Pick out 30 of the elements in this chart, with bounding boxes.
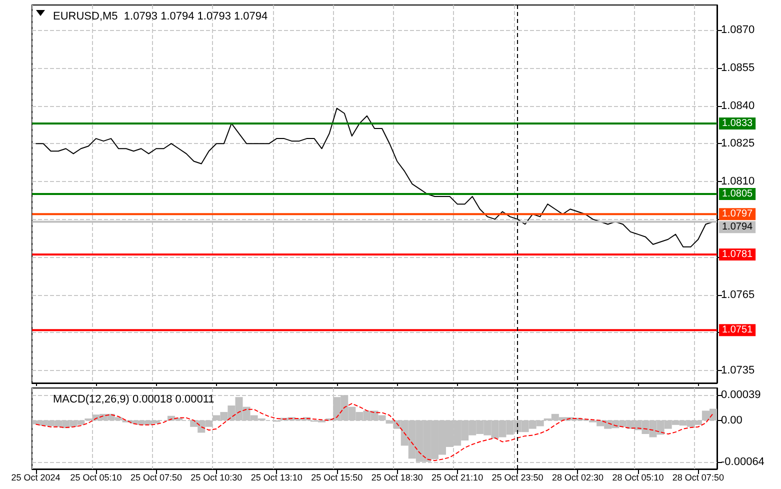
y-tick-label: 1.0840 [721, 100, 755, 112]
x-tick-label: 25 Oct 2024 [11, 472, 60, 482]
text: MACD(12,26,9) 0.00018 0.00011 [53, 394, 214, 406]
y-tick-label: -0.00064 [721, 456, 764, 468]
x-tick-label: 25 Oct 10:30 [190, 472, 242, 482]
ref-line-label: 1.0833 [722, 118, 754, 129]
x-tick-label: 28 Oct 05:10 [612, 472, 664, 482]
y-tick-label: 1.0765 [721, 288, 755, 301]
ref-line-label: 1.0805 [722, 188, 754, 200]
x-tick-label: 28 Oct 07:50 [672, 472, 724, 482]
x-tick-label: 25 Oct 21:10 [432, 472, 484, 482]
y-tick-label: 1.0870 [721, 24, 755, 36]
x-tick-label: 25 Oct 05:10 [70, 472, 122, 482]
ref-line-label: 1.0794 [722, 222, 754, 233]
x-tick-label: 25 Oct 13:10 [250, 472, 302, 482]
x-tick-label: 25 Oct 18:30 [371, 472, 423, 482]
y-tick-label: 0.00039 [721, 389, 761, 402]
y-tick-label: 0.00 [721, 414, 742, 426]
x-tick-label: 25 Oct 15:50 [311, 472, 363, 482]
text: EURUSD,M5 1.0793 1.0794 1.0793 1.0794 [53, 10, 268, 22]
ref-line-label: 1.0751 [722, 324, 754, 336]
x-tick-label: 28 Oct 02:30 [552, 472, 604, 482]
y-tick-label: 1.0825 [721, 138, 755, 150]
y-tick-label: 1.0810 [721, 175, 755, 188]
x-tick-label: 25 Oct 23:50 [492, 472, 544, 482]
ref-line-label: 1.0797 [722, 208, 754, 220]
ref-line-label: 1.0781 [722, 248, 754, 260]
y-tick-label: 1.0855 [721, 62, 755, 74]
x-tick-label: 25 Oct 07:50 [130, 472, 182, 482]
y-tick-label: 1.0735 [721, 364, 755, 376]
